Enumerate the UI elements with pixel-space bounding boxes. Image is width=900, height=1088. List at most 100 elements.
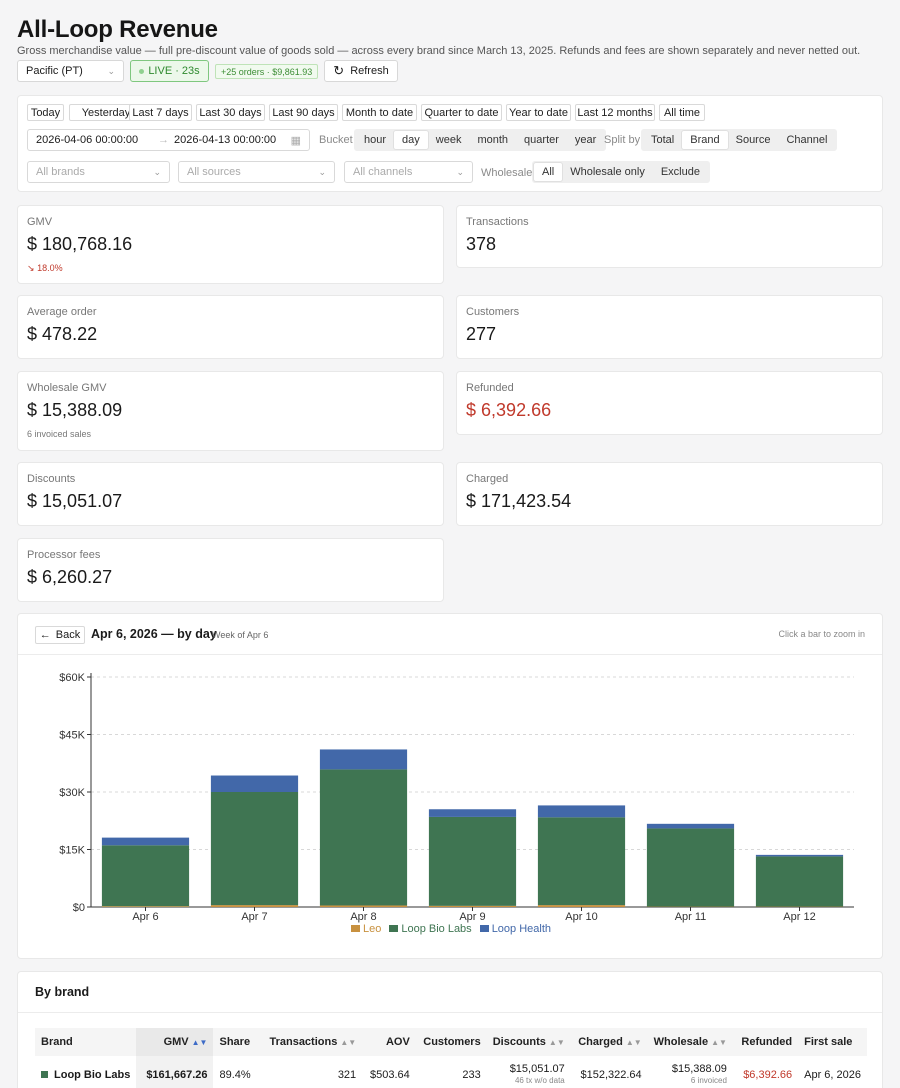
cell-first-sale: Apr 6, 2026 xyxy=(804,1069,861,1081)
preset-quarter-to-date[interactable]: Quarter to date xyxy=(421,104,502,121)
bar-segment[interactable] xyxy=(755,856,844,907)
cell-customers: 233 xyxy=(462,1069,481,1081)
timezone-select[interactable]: Pacific (PT) ⌄ xyxy=(17,60,124,82)
kpi-card-wholesale-gmv: Wholesale GMV $ 15,388.09 6 invoiced sal… xyxy=(17,371,444,451)
col-customers[interactable]: Customers xyxy=(415,1028,487,1056)
split-source[interactable]: Source xyxy=(735,134,771,146)
split-total[interactable]: Total xyxy=(651,134,675,146)
bar-segment[interactable] xyxy=(319,905,408,907)
live-dot-icon xyxy=(139,68,145,74)
legend-label: Leo xyxy=(362,923,382,935)
cell-discounts: $15,051.07 46 tx w/o data xyxy=(509,1063,565,1085)
bar-segment[interactable] xyxy=(537,905,626,907)
bar-segment[interactable] xyxy=(755,854,844,857)
bar-segment[interactable] xyxy=(428,816,517,906)
chart-legend: Leo Loop Bio Labs Loop Health xyxy=(18,923,884,935)
preset-year-to-date[interactable]: Year to date xyxy=(506,104,571,121)
col-share[interactable]: Share xyxy=(213,1028,264,1056)
bucket-month[interactable]: month xyxy=(477,134,509,146)
bucket-label: Bucket xyxy=(319,134,353,146)
legend-item[interactable]: Loop Health xyxy=(479,923,551,935)
sort-icon: ▲▼ xyxy=(711,1038,727,1047)
brands-select[interactable]: All brands ⌄ xyxy=(27,161,170,183)
col-aov[interactable]: AOV xyxy=(362,1028,416,1056)
preset-yesterday[interactable]: Yesterday xyxy=(69,104,143,121)
legend-item[interactable]: Loop Bio Labs xyxy=(389,923,472,935)
channels-select[interactable]: All channels ⌄ xyxy=(344,161,473,183)
date-start[interactable]: 2026-04-06 00:00:00 xyxy=(36,134,139,146)
col-first-sale[interactable]: First sale xyxy=(798,1028,867,1056)
bar-segment[interactable] xyxy=(646,828,735,907)
bar-segment[interactable] xyxy=(210,775,299,792)
x-tick-label: Apr 7 xyxy=(241,911,267,923)
refresh-button[interactable]: ↻ Refresh xyxy=(324,60,398,82)
date-end[interactable]: 2026-04-13 00:00:00 xyxy=(174,134,277,146)
bar-segment[interactable] xyxy=(646,823,735,829)
wholesale-only[interactable]: Wholesale only xyxy=(570,166,645,178)
bucket-day[interactable]: day xyxy=(394,131,428,149)
cell-charged: $152,322.64 xyxy=(580,1069,642,1081)
preset-today[interactable]: Today xyxy=(27,104,64,121)
calendar-icon: ▦ xyxy=(290,134,301,147)
preset-last-90-days[interactable]: Last 90 days xyxy=(269,104,338,121)
bar-segment[interactable] xyxy=(101,906,190,907)
bucket-hour[interactable]: hour xyxy=(364,134,387,146)
divider xyxy=(18,1012,882,1013)
y-tick-label: $30K xyxy=(59,787,85,799)
bar-segment[interactable] xyxy=(210,905,299,907)
kpi-card-processor-fees: Processor fees $ 6,260.27 xyxy=(17,538,444,602)
kpi-value: $ 171,423.54 xyxy=(466,491,572,511)
bar-segment[interactable] xyxy=(210,792,299,906)
brand-table: Brand GMV ▲▼ Share Transactions ▲▼ AOV Cus… xyxy=(35,1028,867,1088)
preset-last-7-days[interactable]: Last 7 days xyxy=(129,104,192,121)
date-range-picker[interactable]: 2026-04-06 00:00:00 → 2026-04-13 00:00:0… xyxy=(27,129,310,151)
new-orders-badge[interactable]: +25 orders · $9,861.93 xyxy=(215,64,319,79)
split-brand[interactable]: Brand xyxy=(682,131,728,149)
kpi-label: Refunded xyxy=(466,382,514,394)
live-toggle[interactable]: LIVE · 23s xyxy=(130,60,209,82)
legend-item[interactable]: Leo xyxy=(350,923,382,935)
preset-month-to-date[interactable]: Month to date xyxy=(342,104,417,121)
chevron-down-icon: ⌄ xyxy=(456,166,464,177)
bar-segment[interactable] xyxy=(319,749,408,770)
col-gmv[interactable]: GMV ▲▼ xyxy=(136,1028,214,1056)
wholesale-all[interactable]: All xyxy=(534,163,563,181)
kpi-card-transactions: Transactions 378 xyxy=(456,205,883,268)
table-row[interactable]: Loop Bio Labs $161,667.26 89.4% 321 $503… xyxy=(35,1056,867,1088)
bar-segment[interactable] xyxy=(537,817,626,906)
divider xyxy=(18,654,882,655)
back-button[interactable]: ← Back xyxy=(35,626,85,644)
chart-panel: ← Back Apr 6, 2026 — by day Week of Apr … xyxy=(17,613,883,959)
bucket-year[interactable]: year xyxy=(574,134,597,146)
filters-panel: Today Yesterday Last 7 days Last 30 days… xyxy=(17,95,883,192)
preset-last-30-days[interactable]: Last 30 days xyxy=(196,104,265,121)
bucket-segmented: hour day week month quarter year xyxy=(354,129,607,151)
sources-select[interactable]: All sources ⌄ xyxy=(178,161,335,183)
split-channel[interactable]: Channel xyxy=(786,134,828,146)
preset-last-12-months[interactable]: Last 12 months xyxy=(575,104,655,121)
arrow-right-icon: → xyxy=(158,134,169,146)
bucket-quarter[interactable]: quarter xyxy=(524,134,559,146)
kpi-label: GMV xyxy=(27,216,53,228)
kpi-value: $ 478.22 xyxy=(27,324,98,344)
bar-segment[interactable] xyxy=(537,805,626,818)
bucket-week[interactable]: week xyxy=(435,134,462,146)
bar-segment[interactable] xyxy=(319,769,408,906)
bar-segment[interactable] xyxy=(428,809,517,817)
col-wholesale[interactable]: Wholesale ▲▼ xyxy=(647,1028,733,1056)
kpi-card-average-order: Average order $ 478.22 xyxy=(17,295,444,359)
col-brand[interactable]: Brand xyxy=(35,1028,137,1056)
kpi-value: $ 15,388.09 xyxy=(27,400,123,420)
bar-segment[interactable] xyxy=(101,837,190,846)
col-refunded[interactable]: Refunded xyxy=(732,1028,799,1056)
bar-segment[interactable] xyxy=(101,845,190,907)
x-tick-label: Apr 9 xyxy=(459,911,485,923)
bar-segment[interactable] xyxy=(428,905,517,907)
col-discounts[interactable]: Discounts ▲▼ xyxy=(486,1028,571,1056)
preset-all-time[interactable]: All time xyxy=(659,104,705,121)
cell-share: 89.4% xyxy=(219,1069,251,1081)
col-charged[interactable]: Charged ▲▼ xyxy=(570,1028,648,1056)
col-transactions[interactable]: Transactions ▲▼ xyxy=(263,1028,363,1056)
wholesale-exclude[interactable]: Exclude xyxy=(660,166,700,178)
kpi-label: Customers xyxy=(466,306,520,318)
